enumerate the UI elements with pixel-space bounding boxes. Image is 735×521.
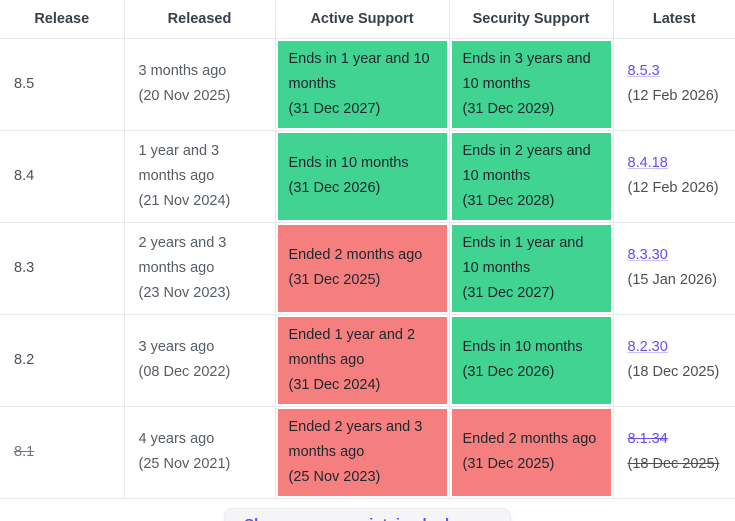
table-header-row: Release Released Active Support Security Su…	[0, 0, 735, 39]
security-support-text: Ends in 10 months	[462, 339, 583, 355]
latest-version-line: 8.2.30	[628, 335, 728, 360]
release-cell: 8.3	[0, 222, 124, 315]
security-support-status-badge: Ends in 2 years and 10 months (31 Dec 202…	[451, 132, 611, 220]
active-support-cell: Ends in 10 months (31 Dec 2026)	[274, 130, 449, 223]
table-row-release-8.3: 8.3 2 years and 3 months ago (23 Nov 2023)…	[0, 222, 735, 315]
active-support-text: Ended 2 years and 3 months ago	[288, 418, 423, 460]
release-version-label: 8.5	[14, 75, 35, 92]
active-support-text: Ends in 10 months	[288, 155, 409, 171]
latest-release-date: (12 Feb 2026)	[627, 180, 719, 196]
released-cell: 4 years ago (25 Nov 2021)	[123, 406, 275, 499]
released-cell: 1 year and 3 months ago (21 Nov 2024)	[123, 130, 275, 223]
active-support-status-badge: Ended 2 months ago (31 Dec 2025)	[277, 224, 447, 312]
table-footer: Show more unmaintained releases	[0, 499, 735, 521]
latest-cell: 8.2.30 (18 Dec 2025)	[612, 314, 735, 407]
release-cell: 8.4	[0, 130, 124, 223]
security-support-text: Ends in 2 years and 10 months	[462, 142, 591, 184]
column-header-latest: Latest	[612, 0, 735, 39]
released-text-line: 2 years and 3 months ago	[138, 234, 227, 276]
release-cell: 8.1	[0, 406, 124, 499]
released-text-line: 3 months ago	[138, 63, 227, 79]
security-support-status-badge: Ends in 1 year and 10 months (31 Dec 2027…	[451, 224, 611, 312]
security-support-date: (31 Dec 2028)	[462, 192, 555, 209]
table-row-release-8.1: 8.1 4 years ago (25 Nov 2021) Ended 2 years…	[0, 406, 735, 499]
release-version-label: 8.1	[14, 443, 35, 460]
latest-version-line: 8.5.3	[628, 59, 728, 84]
active-support-text: Ended 2 months ago	[288, 247, 423, 263]
latest-version-line: 8.3.30	[628, 243, 728, 268]
active-support-text: Ended 1 year and 2 months ago	[288, 326, 416, 368]
security-support-cell: Ends in 3 years and 10 months (31 Dec 202…	[448, 38, 613, 131]
latest-version-link[interactable]: 8.2.30	[627, 339, 668, 355]
released-text-line: (21 Nov 2024)	[138, 192, 231, 209]
latest-cell: 8.1.34 (18 Dec 2025)	[612, 406, 735, 499]
release-support-table: Release Released Active Support Security Su…	[0, 0, 735, 499]
latest-cell: 8.3.30 (15 Jan 2026)	[612, 222, 735, 315]
security-support-date: (31 Dec 2025)	[462, 456, 555, 472]
active-support-date: (31 Dec 2025)	[288, 272, 381, 288]
column-header-released: Released	[123, 0, 275, 39]
security-support-date: (31 Dec 2029)	[462, 100, 555, 117]
table-row-release-8.4: 8.4 1 year and 3 months ago (21 Nov 2024) E…	[0, 130, 735, 223]
released-cell: 3 months ago (20 Nov 2025)	[123, 38, 275, 131]
latest-version-link[interactable]: 8.1.34	[627, 431, 668, 447]
table-row-release-8.2: 8.2 3 years ago (08 Dec 2022) Ended 1 year …	[0, 314, 735, 407]
security-support-cell: Ends in 10 months (31 Dec 2026)	[448, 314, 613, 407]
release-cell: 8.2	[0, 314, 124, 407]
security-support-text: Ends in 1 year and 10 months	[462, 234, 584, 276]
active-support-cell: Ended 2 years and 3 months ago (25 Nov 20…	[274, 406, 449, 499]
latest-version-line: 8.1.34	[628, 427, 728, 452]
latest-release-date: (18 Dec 2025)	[627, 364, 720, 380]
released-text-line: 4 years ago	[138, 431, 215, 447]
table-row-release-8.5: 8.5 3 months ago (20 Nov 2025) Ends in 1 ye…	[0, 38, 735, 131]
released-text-line: (25 Nov 2021)	[138, 456, 231, 472]
security-support-status-badge: Ends in 10 months (31 Dec 2026)	[451, 316, 611, 404]
active-support-date: (31 Dec 2027)	[288, 100, 381, 117]
security-support-cell: Ends in 1 year and 10 months (31 Dec 2027…	[448, 222, 613, 315]
latest-release-date: (18 Dec 2025)	[627, 456, 720, 472]
security-support-cell: Ends in 2 years and 10 months (31 Dec 202…	[448, 130, 613, 223]
release-version-label: 8.4	[14, 167, 35, 184]
active-support-date: (31 Dec 2024)	[288, 376, 381, 393]
latest-version-link[interactable]: 8.3.30	[627, 247, 668, 263]
latest-release-date: (15 Jan 2026)	[627, 272, 717, 288]
active-support-status-badge: Ended 1 year and 2 months ago (31 Dec 202…	[277, 316, 447, 404]
released-text-line: 3 years ago	[138, 339, 215, 355]
latest-version-link[interactable]: 8.5.3	[627, 63, 660, 79]
active-support-status-badge: Ended 2 years and 3 months ago (25 Nov 20…	[277, 408, 447, 496]
released-text-line: (20 Nov 2025)	[138, 88, 231, 104]
latest-cell: 8.5.3 (12 Feb 2026)	[612, 38, 735, 131]
active-support-status-badge: Ends in 10 months (31 Dec 2026)	[277, 132, 447, 220]
active-support-date: (31 Dec 2026)	[288, 180, 381, 196]
latest-cell: 8.4.18 (12 Feb 2026)	[612, 130, 735, 223]
security-support-cell: Ended 2 months ago (31 Dec 2025)	[448, 406, 613, 499]
active-support-date: (25 Nov 2023)	[288, 468, 381, 485]
security-support-text: Ends in 3 years and 10 months	[462, 50, 591, 92]
active-support-cell: Ends in 1 year and 10 months (31 Dec 2027…	[274, 38, 449, 131]
active-support-cell: Ended 2 months ago (31 Dec 2025)	[274, 222, 449, 315]
released-text-line: (23 Nov 2023)	[138, 284, 231, 301]
release-version-label: 8.3	[14, 259, 35, 276]
active-support-cell: Ended 1 year and 2 months ago (31 Dec 202…	[274, 314, 449, 407]
release-version-label: 8.2	[14, 351, 35, 368]
active-support-status-badge: Ends in 1 year and 10 months (31 Dec 2027…	[277, 40, 447, 128]
column-header-active: Active Support	[274, 0, 449, 39]
released-text-line: 1 year and 3 months ago	[138, 142, 220, 184]
show-more-unmaintained-button[interactable]: Show more unmaintained releases	[224, 508, 511, 521]
security-support-date: (31 Dec 2027)	[462, 284, 555, 301]
security-support-text: Ended 2 months ago	[462, 431, 597, 447]
security-support-date: (31 Dec 2026)	[462, 364, 555, 380]
security-support-status-badge: Ended 2 months ago (31 Dec 2025)	[451, 408, 611, 496]
security-support-status-badge: Ends in 3 years and 10 months (31 Dec 202…	[451, 40, 611, 128]
latest-version-link[interactable]: 8.4.18	[627, 155, 668, 171]
released-text-line: (08 Dec 2022)	[138, 364, 231, 380]
active-support-text: Ends in 1 year and 10 months	[288, 50, 430, 92]
release-cell: 8.5	[0, 38, 124, 131]
column-header-release: Release	[0, 0, 124, 39]
column-header-security: Security Support	[448, 0, 613, 39]
released-cell: 2 years and 3 months ago (23 Nov 2023)	[123, 222, 275, 315]
released-cell: 3 years ago (08 Dec 2022)	[123, 314, 275, 407]
latest-version-line: 8.4.18	[628, 151, 728, 176]
latest-release-date: (12 Feb 2026)	[627, 88, 719, 104]
